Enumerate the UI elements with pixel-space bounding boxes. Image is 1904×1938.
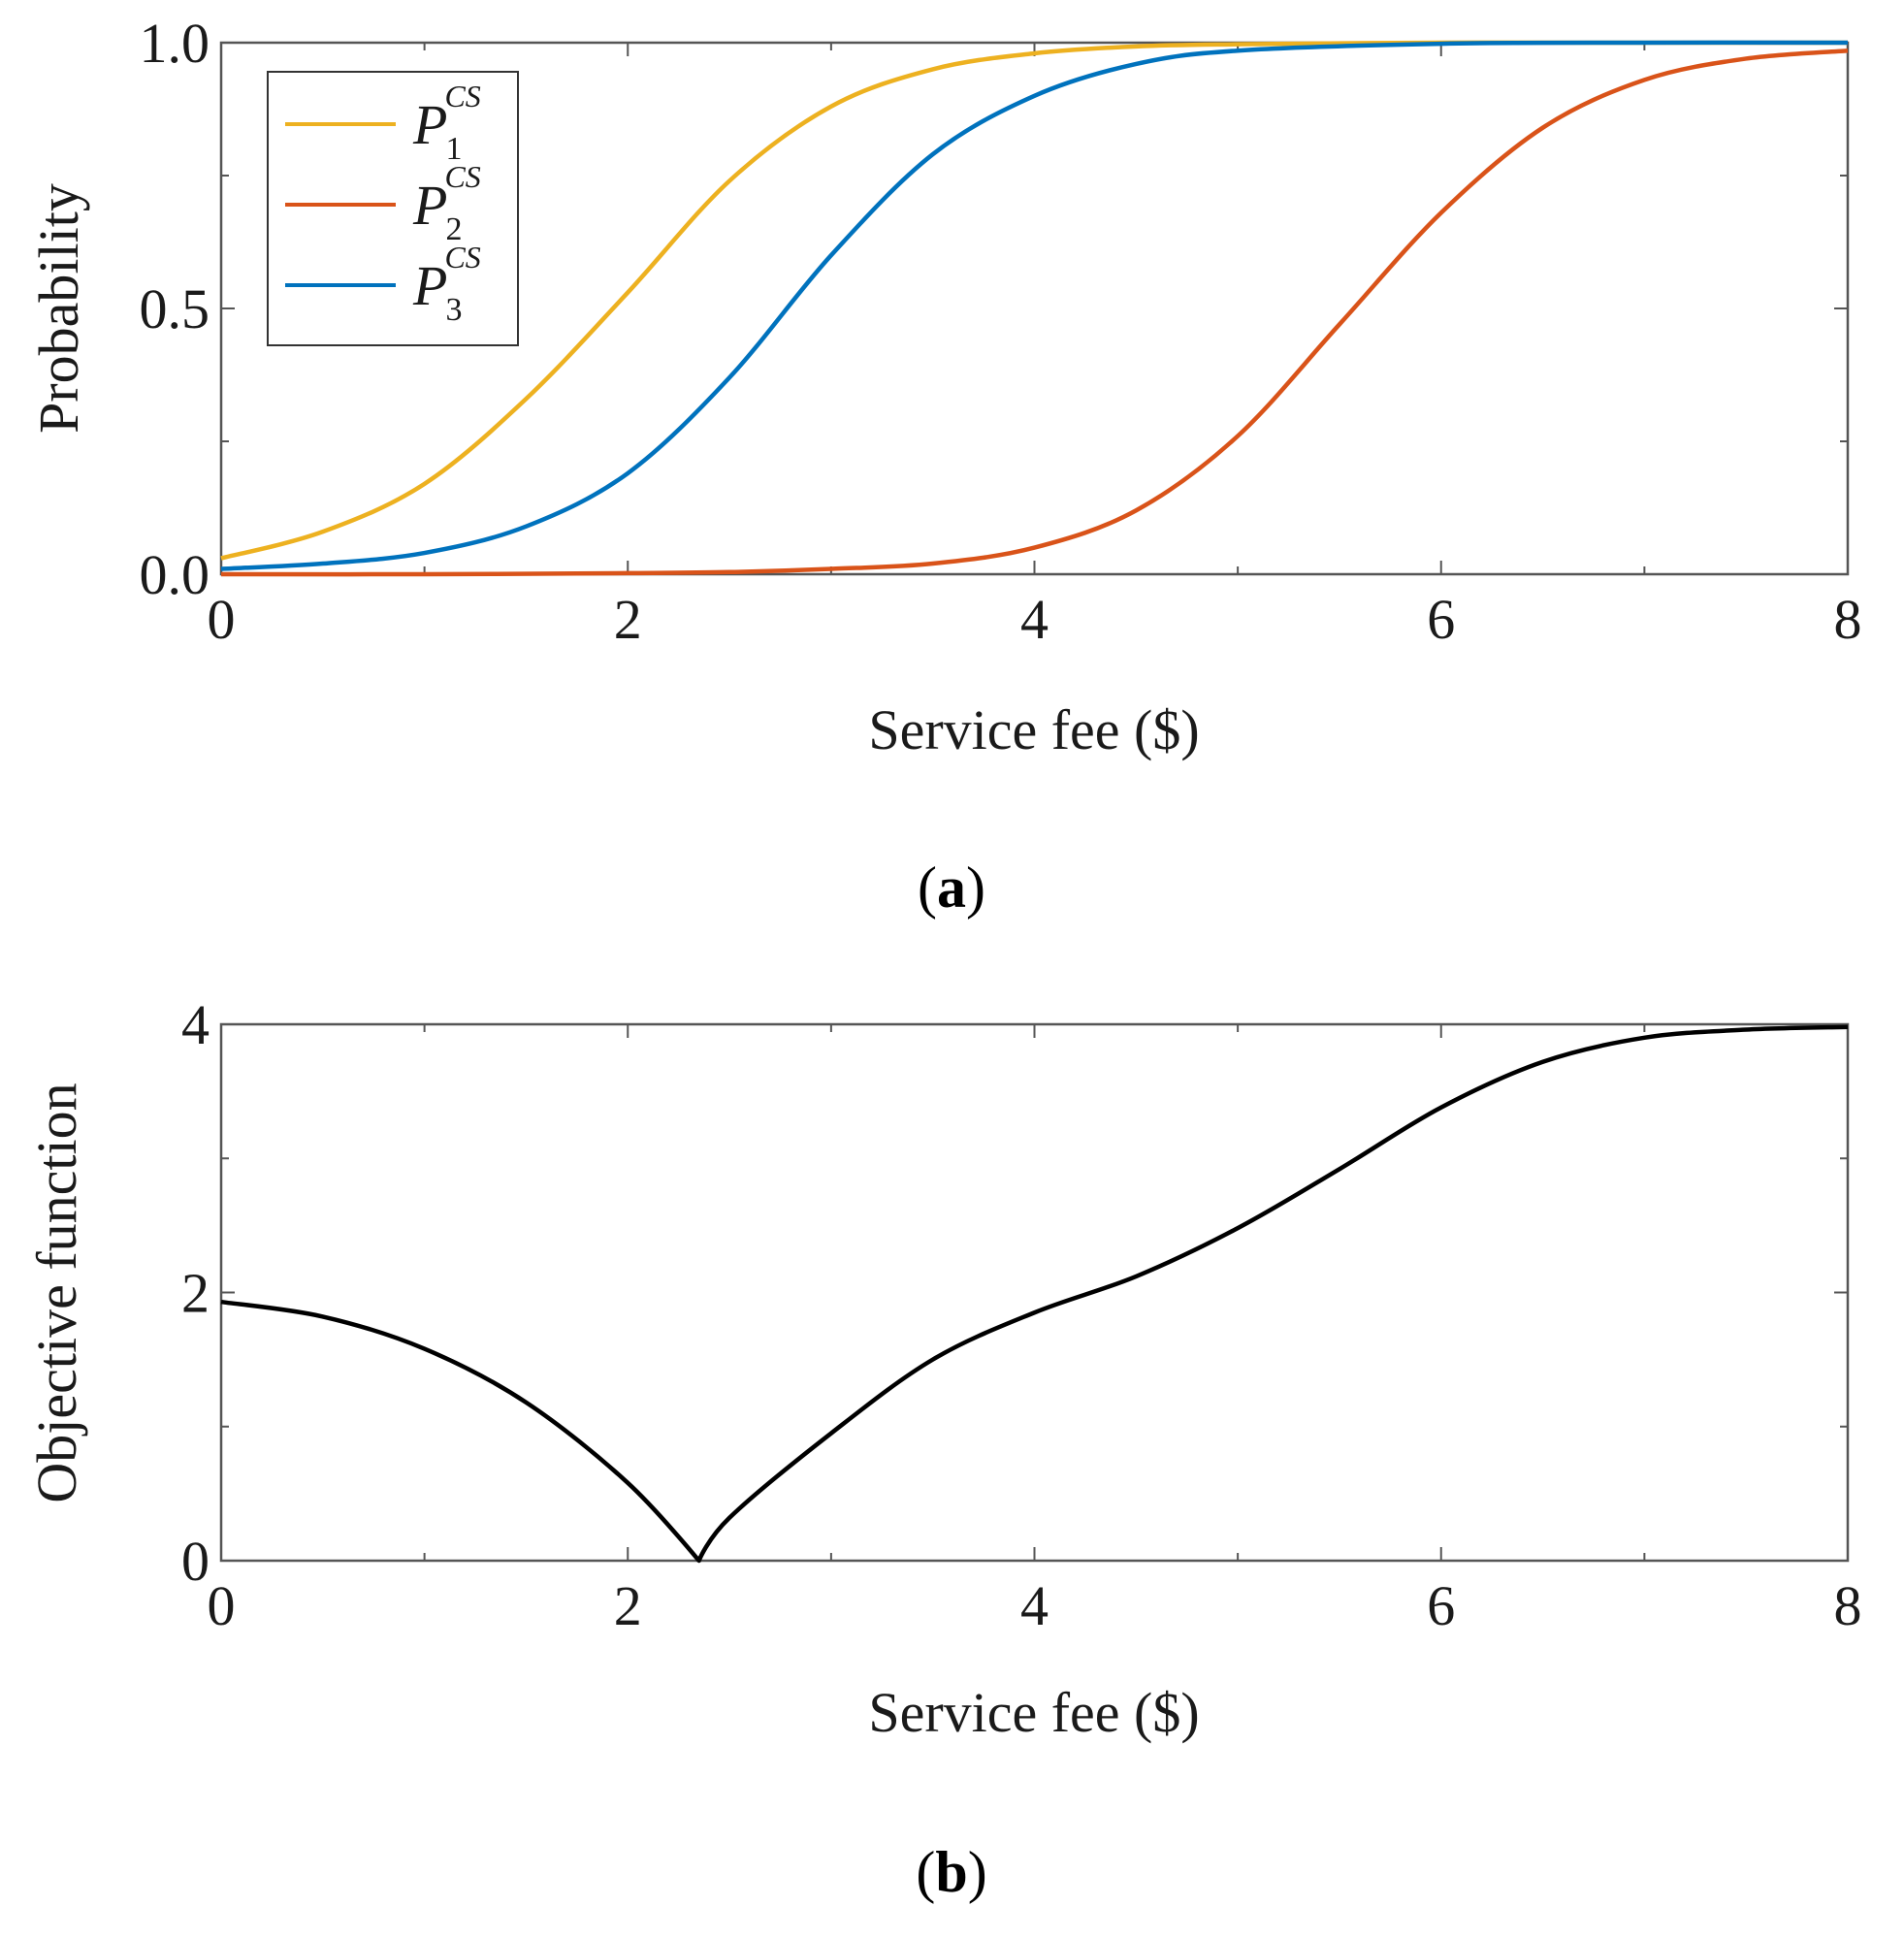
x-tick-label: 8	[1834, 1574, 1862, 1637]
panel-b-tick-labels: 0 2 4 6 8 0 2 4	[181, 993, 1862, 1637]
panel-b-ticks	[220, 1023, 1849, 1562]
panel-a-x-axis-title: Service fee ($)	[868, 698, 1199, 761]
y-tick-label: 4	[181, 993, 210, 1056]
y-tick-label: 0.0	[140, 543, 210, 606]
x-tick-label: 6	[1427, 1574, 1455, 1637]
panel-a-caption: (a)	[918, 856, 985, 920]
panel-a-caption-letter: a	[937, 856, 966, 920]
panel-b-series	[220, 1024, 1849, 1564]
panel-b-caption-letter: b	[935, 1840, 967, 1904]
panel-a-y-axis-title: Probability	[27, 183, 90, 434]
x-tick-label: 4	[1020, 1574, 1049, 1637]
panel-b-objective-chart: 0 2 4 6 8 0 2 4 Service fee ($) Objective funct…	[25, 993, 1862, 1904]
panel-b-x-axis-title: Service fee ($)	[868, 1681, 1199, 1744]
series-line-p3	[220, 40, 1849, 571]
y-tick-label: 2	[181, 1262, 210, 1325]
y-tick-label: 0	[181, 1530, 210, 1593]
panel-b-plot-frame	[219, 1022, 1850, 1563]
panel-a-tick-labels: 0 2 4 6 8 0.0 0.5 1.0	[140, 12, 1862, 651]
objective-function-line	[220, 1024, 1849, 1564]
series-line-p2	[220, 48, 1849, 577]
x-tick-label: 0	[208, 588, 236, 651]
x-tick-label: 2	[614, 1574, 642, 1637]
panel-b-caption: (b)	[916, 1840, 986, 1904]
panel-a-probability-chart: 0 2 4 6 8 0.0 0.5 1.0 Service fee ($) Probabili…	[27, 12, 1862, 920]
x-tick-label: 4	[1020, 588, 1049, 651]
x-tick-label: 6	[1427, 588, 1455, 651]
y-tick-label: 0.5	[140, 277, 210, 340]
panel-a-series	[220, 40, 1849, 577]
x-tick-label: 0	[208, 1574, 236, 1637]
x-tick-label: 2	[614, 588, 642, 651]
legend-label-p1: P1CS	[412, 79, 481, 167]
legend-label-p3: P3CS	[412, 240, 481, 328]
x-tick-label: 8	[1834, 588, 1862, 651]
y-tick-label: 1.0	[140, 12, 210, 75]
panel-b-y-axis-title: Objective function	[25, 1082, 88, 1502]
legend-label-p2: P2CS	[412, 159, 481, 247]
legend-box	[267, 71, 519, 346]
